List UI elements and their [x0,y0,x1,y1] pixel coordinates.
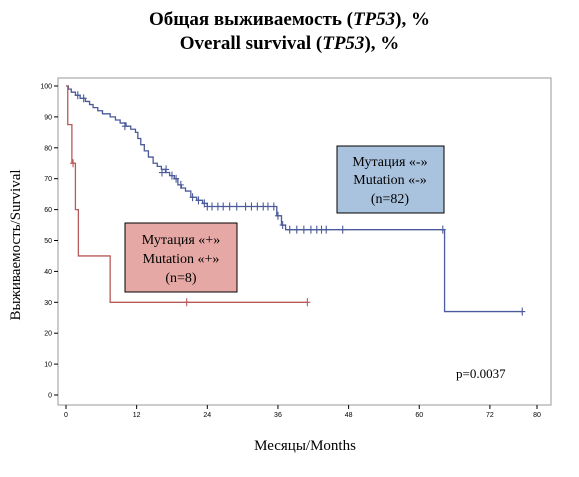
chart-title-en: Overall survival (TP53), % [179,33,400,54]
censor-mark-mutation_neg [248,202,255,211]
x-tick-label: 72 [486,412,494,419]
legend-positive-line-2: Mutation «+» [143,252,220,267]
censor-mark-mutation_neg [158,168,165,177]
plot-frame [57,77,552,406]
y-tick-label: 40 [44,269,52,276]
censor-mark-mutation_neg [195,196,202,205]
censor-mark-mutation_neg [274,211,281,220]
censor-mark-mutation_neg [220,202,227,211]
legend-positive-line-3: (n=8) [165,271,197,286]
censor-mark-mutation_neg [233,202,240,211]
y-tick-label: 0 [48,393,52,400]
censor-mark-mutation_neg [519,307,526,316]
censor-mark-mutation_neg [209,202,216,211]
censor-mark-mutation_neg [168,171,175,180]
y-tick-label: 70 [44,176,52,183]
chart-title-ru: Общая выживаемость (TP53), % [149,9,430,30]
censor-mark-mutation_neg [254,202,261,211]
censor-mark-mutation_neg [189,193,196,202]
censor-mark-mutation_pos [304,298,311,307]
y-tick-label: 30 [44,300,52,307]
y-axis-ticks: 0 10 20 30 40 50 60 70 80 90 100 [40,84,58,400]
legend-negative-line-1: Мутация «-» [352,155,427,170]
x-tick-label: 60 [415,412,423,419]
x-axis-ticks: 0 12 24 36 48 60 72 80 [64,405,541,419]
x-tick-label: 12 [133,412,141,419]
censor-mark-mutation_neg [226,202,233,211]
legend-positive-line-1: Мутация «+» [142,233,220,248]
x-tick-label: 0 [64,412,68,419]
y-tick-label: 10 [44,362,52,369]
x-tick-label: 80 [533,412,541,419]
censor-mark-mutation_pos [183,298,190,307]
censor-mark-mutation_neg [80,94,87,103]
y-tick-label: 100 [40,84,52,91]
x-tick-label: 24 [203,412,211,419]
y-tick-label: 90 [44,114,52,121]
censor-mark-mutation_neg [279,221,286,230]
x-axis-label: Месяцы/Months [254,438,356,454]
censor-mark-mutation_neg [307,225,314,234]
legend-box-mutation-positive: Мутация «+» Mutation «+» (n=8) [124,222,238,293]
censor-mark-mutation_neg [242,202,249,211]
y-tick-label: 80 [44,145,52,152]
censor-mark-mutation_neg [339,225,346,234]
censor-mark-mutation_neg [177,180,184,189]
survival-curve-mutation_pos [66,85,308,303]
y-tick-label: 60 [44,207,52,214]
legend-negative-line-3: (n=82) [371,192,410,207]
censor-mark-mutation_neg [293,225,300,234]
censor-mark-mutation_neg [439,225,446,234]
censor-mark-mutation_neg [74,91,81,100]
p-value-annotation: p=0.0037 [456,366,506,381]
legend-box-negative-bg [336,145,445,214]
censor-mark-mutation_neg [121,122,128,131]
censor-mark-mutation_neg [300,225,307,234]
censor-mark-mutation_neg [163,165,170,174]
censor-mark-mutation_pos [70,159,77,168]
censor-mark-mutation_neg [270,202,277,211]
censor-mark-mutation_neg [264,202,271,211]
censor-mark-mutation_neg [323,225,330,234]
legend-negative-line-2: Mutation «-» [353,173,427,188]
censor-mark-mutation_neg [214,202,221,211]
legend-box-positive-bg [124,222,238,293]
y-tick-label: 20 [44,331,52,338]
x-tick-label: 48 [345,412,353,419]
survival-curves [66,85,526,316]
y-axis-label: Выживаемость/Survival [8,169,24,320]
censor-mark-mutation_neg [286,225,293,234]
x-tick-label: 36 [274,412,282,419]
survival-curve-mutation_neg [66,85,523,313]
legend-box-mutation-negative: Мутация «-» Mutation «-» (n=82) [336,145,445,214]
y-tick-label: 50 [44,238,52,245]
censor-mark-mutation_neg [173,174,180,183]
